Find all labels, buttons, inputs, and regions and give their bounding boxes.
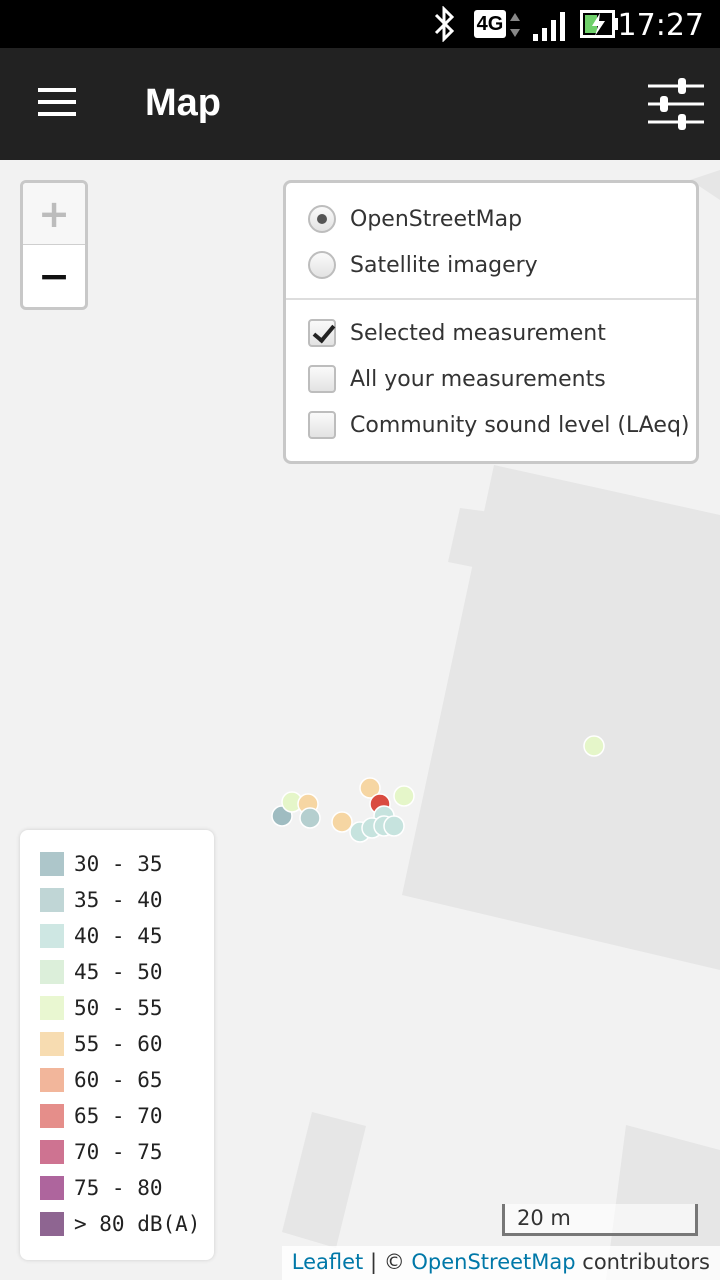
zoom-in-button[interactable]: +: [23, 183, 85, 245]
overlay-selected-measurement[interactable]: Selected measurement: [308, 319, 606, 347]
legend-label: 75 - 80: [74, 1176, 163, 1200]
legend-label: 30 - 35: [74, 852, 163, 876]
zoom-out-button[interactable]: −: [38, 254, 70, 298]
legend-swatch: [40, 1068, 64, 1092]
measurement-point[interactable]: [393, 785, 415, 807]
layer-divider: [286, 298, 696, 300]
legend-swatch: [40, 1176, 64, 1200]
legend-swatch: [40, 1140, 64, 1164]
overlay-community-sound-level[interactable]: Community sound level (LAeq): [308, 411, 690, 439]
building-small: [448, 508, 490, 568]
legend-item: 50 - 55: [20, 990, 214, 1026]
legend-item: 70 - 75: [20, 1134, 214, 1170]
scale-bar: 20 m: [502, 1204, 698, 1236]
legend-swatch: [40, 852, 64, 876]
checkbox-all-measurements[interactable]: [308, 365, 336, 393]
base-layer-satellite[interactable]: Satellite imagery: [308, 251, 538, 279]
clock: 17:27: [617, 8, 704, 43]
base-layer-openstreetmap[interactable]: OpenStreetMap: [308, 205, 522, 233]
noise-legend: 30 - 35 35 - 40 40 - 45 45 - 50 50 - 55 55 - …: [20, 830, 214, 1260]
legend-label: 55 - 60: [74, 1032, 163, 1056]
measurement-point[interactable]: [583, 735, 605, 757]
legend-label: 40 - 45: [74, 924, 163, 948]
measurement-point[interactable]: [383, 815, 405, 837]
legend-swatch: [40, 924, 64, 948]
building-bottom-right: [606, 1125, 720, 1280]
legend-swatch: [40, 1032, 64, 1056]
layer-control: OpenStreetMap Satellite imagery Selected…: [283, 180, 699, 464]
legend-item: 60 - 65: [20, 1062, 214, 1098]
hamburger-menu-icon[interactable]: [26, 78, 86, 128]
legend-label: 65 - 70: [74, 1104, 163, 1128]
legend-swatch: [40, 888, 64, 912]
zoom-control: + −: [20, 180, 88, 310]
legend-swatch: [40, 1104, 64, 1128]
legend-item: 40 - 45: [20, 918, 214, 954]
measurement-point[interactable]: [299, 807, 321, 829]
openstreetmap-link[interactable]: OpenStreetMap: [411, 1250, 576, 1274]
legend-item: 35 - 40: [20, 882, 214, 918]
radio-satellite[interactable]: [308, 251, 336, 279]
map-attribution: Leaflet | © OpenStreetMap contributors: [281, 1246, 720, 1280]
legend-label: 35 - 40: [74, 888, 163, 912]
battery-charging-icon: [580, 10, 618, 38]
map-view[interactable]: + − OpenStreetMap Satellite imagery Sele…: [0, 160, 720, 1280]
overlay-label: Selected measurement: [350, 320, 606, 346]
checkbox-community-sound-level[interactable]: [308, 411, 336, 439]
data-arrows-icon: [510, 13, 520, 37]
legend-item: 65 - 70: [20, 1098, 214, 1134]
overlay-label: All your measurements: [350, 366, 606, 392]
legend-label: 45 - 50: [74, 960, 163, 984]
page-title: Map: [145, 82, 221, 124]
radio-openstreetmap[interactable]: [308, 205, 336, 233]
bluetooth-icon: [434, 6, 455, 42]
legend-item: > 80 dB(A): [20, 1206, 214, 1242]
leaflet-link[interactable]: Leaflet: [291, 1250, 364, 1274]
legend-item: 45 - 50: [20, 954, 214, 990]
legend-label: 70 - 75: [74, 1140, 163, 1164]
attribution-separator: | ©: [363, 1250, 412, 1274]
sliders-icon[interactable]: [644, 74, 708, 134]
legend-item: 75 - 80: [20, 1170, 214, 1206]
overlay-all-measurements[interactable]: All your measurements: [308, 365, 606, 393]
measurement-point[interactable]: [359, 777, 381, 799]
base-layer-label: OpenStreetMap: [350, 206, 523, 232]
legend-item: 30 - 35: [20, 846, 214, 882]
network-4g-icon: 4G: [474, 10, 506, 38]
measurement-points: [271, 735, 605, 843]
checkbox-selected-measurement[interactable]: [308, 319, 336, 347]
legend-item: 55 - 60: [20, 1026, 214, 1062]
legend-label: 50 - 55: [74, 996, 163, 1020]
legend-label: 60 - 65: [74, 1068, 163, 1092]
legend-swatch: [40, 1212, 64, 1236]
overlay-label: Community sound level (LAeq): [350, 412, 690, 438]
network-type-label: 4G: [476, 13, 504, 35]
building-large: [402, 465, 720, 970]
scale-label: 20 m: [517, 1206, 571, 1230]
legend-swatch: [40, 996, 64, 1020]
base-layer-label: Satellite imagery: [350, 252, 538, 278]
status-bar: 4G 17:27: [0, 0, 720, 48]
measurement-point[interactable]: [331, 811, 353, 833]
legend-swatch: [40, 960, 64, 984]
attribution-suffix: contributors: [575, 1250, 710, 1274]
legend-label: > 80 dB(A): [74, 1212, 201, 1236]
building-bottom-left: [282, 1112, 366, 1248]
app-bar: Map: [0, 48, 720, 160]
signal-icon: [533, 12, 565, 41]
